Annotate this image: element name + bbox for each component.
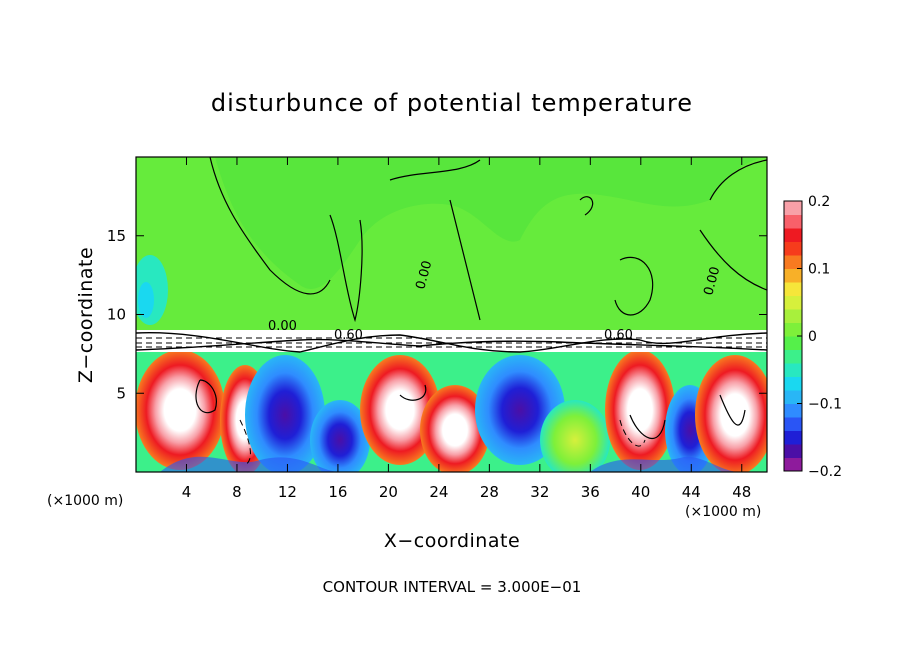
x-tick-label: 32	[530, 483, 549, 501]
y-tick-label: 10	[107, 306, 126, 324]
colorbar-swatch	[784, 349, 802, 364]
colorbar-swatch	[784, 214, 802, 229]
contour-label: 0.00	[413, 259, 435, 291]
colorbar-swatch	[784, 363, 802, 377]
colorbar-swatch	[784, 201, 802, 215]
y-axis: 5 10 15	[107, 227, 767, 402]
contour-interval-note: CONTOUR INTERVAL = 3.000E−01	[323, 578, 582, 596]
colorbar	[784, 201, 802, 472]
colorbar-swatch	[784, 403, 802, 418]
contour-label: 0.00	[701, 265, 723, 297]
colorbar-swatch	[784, 322, 802, 337]
inversion-contours	[136, 331, 767, 353]
colorbar-swatch	[784, 336, 802, 350]
lower-turbulent-region	[136, 352, 767, 472]
colorbar-swatch	[784, 457, 802, 472]
colorbar-tick-label: −0.1	[808, 397, 842, 413]
x-tick-label: 24	[429, 483, 448, 501]
colorbar-tick-label: 0.1	[808, 262, 830, 278]
colorbar-tick-label: 0.2	[808, 194, 830, 210]
colorbar-swatch	[784, 309, 802, 323]
upper-field-light-region	[136, 157, 767, 330]
heatmap-field: 0.00 0.60 0.60 0.00 0.00	[136, 157, 767, 472]
colorbar-swatch	[784, 295, 802, 310]
colorbar-ticks: 0.2 0.1 0 −0.1 −0.2	[797, 194, 842, 480]
colorbar-swatch	[784, 268, 802, 283]
chart-title: disturbunce of potential temperature	[211, 89, 693, 117]
colorbar-swatch	[784, 255, 802, 269]
x-tick-label: 40	[631, 483, 650, 501]
x-unit-left: (×1000 m)	[47, 493, 123, 509]
colorbar-tick-label: −0.2	[808, 464, 842, 480]
x-tick-label: 20	[379, 483, 398, 501]
x-tick-label: 44	[682, 483, 701, 501]
x-tick-label: 12	[278, 483, 297, 501]
contour-label: 0.60	[334, 328, 363, 343]
colorbar-swatch	[784, 444, 802, 458]
contour-label: 0.00	[268, 319, 297, 334]
contour-lines	[195, 157, 767, 440]
colorbar-swatch	[784, 376, 802, 391]
x-tick-label: 48	[732, 483, 751, 501]
x-axis-title: X−coordinate	[384, 530, 520, 552]
x-tick-label: 28	[480, 483, 499, 501]
x-tick-label: 16	[328, 483, 347, 501]
x-axis: 4 8 12 16 20 24 28 32 36 40 44 48	[182, 157, 751, 501]
x-tick-label: 4	[182, 483, 192, 501]
contour-label-group: 0.00 0.60 0.60 0.00 0.00	[268, 259, 723, 343]
y-axis-title: Z−coordinate	[75, 247, 97, 383]
y-tick-label: 15	[107, 227, 126, 245]
y-tick-label: 5	[116, 384, 126, 402]
cyan-patch-inner	[138, 282, 154, 318]
contour-label: 0.60	[604, 328, 633, 343]
colorbar-swatch	[784, 417, 802, 431]
x-tick-label: 8	[232, 483, 242, 501]
x-unit-right: (×1000 m)	[685, 504, 761, 520]
colorbar-swatch	[784, 282, 802, 296]
colorbar-swatch	[784, 241, 802, 256]
colorbar-swatch	[784, 430, 802, 445]
colorbar-swatch	[784, 390, 802, 404]
x-tick-label: 36	[581, 483, 600, 501]
colorbar-swatch	[784, 228, 802, 242]
colorbar-tick-label: 0	[808, 329, 817, 345]
